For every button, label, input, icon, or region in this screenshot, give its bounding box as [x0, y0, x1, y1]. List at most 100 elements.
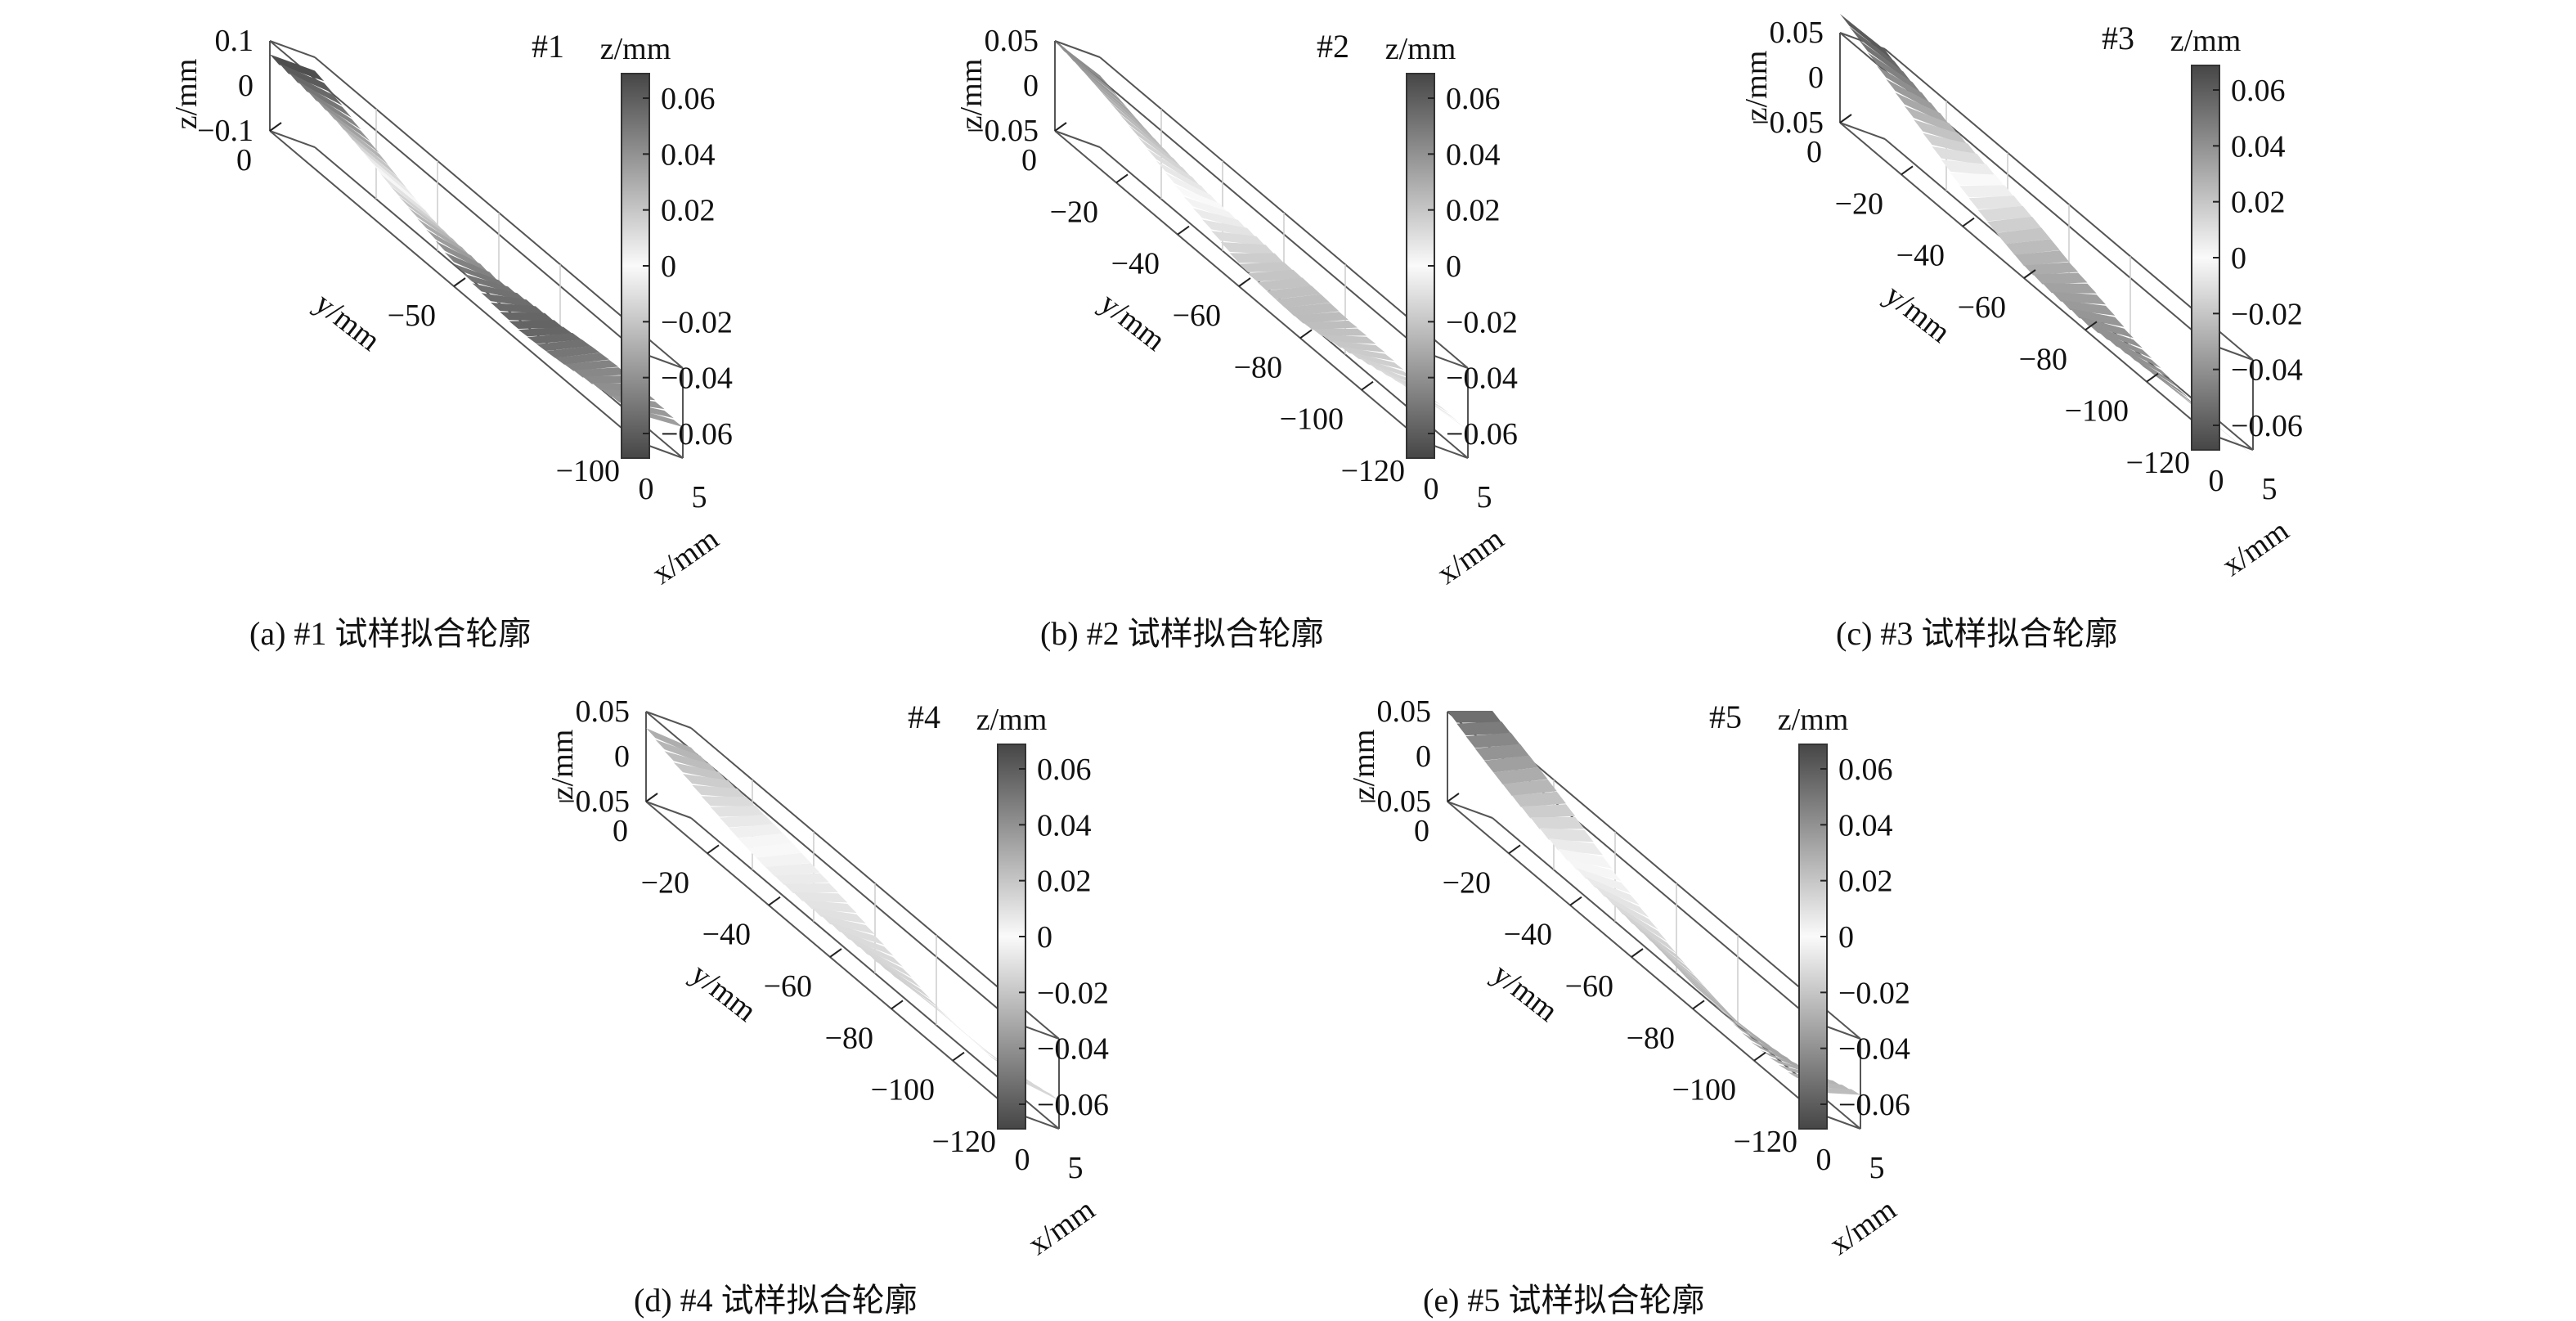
surface-patch — [756, 852, 811, 868]
surface-patch — [564, 360, 619, 371]
y-tick-label: −40 — [702, 918, 751, 952]
surface-patch — [1932, 146, 1986, 166]
surface-patch — [1640, 930, 1695, 976]
surface-patch — [1595, 885, 1649, 918]
y-tick-label: −100 — [2065, 394, 2129, 429]
surface-patch — [444, 252, 499, 282]
surface-patch — [2014, 250, 2069, 267]
surface-patch — [1447, 710, 1502, 723]
surface-patch — [2107, 337, 2161, 369]
panel-title: #5 — [1709, 699, 1742, 735]
surface-plot-5: #50.050−0.05z/mm0−20−40−60−80−100−120y/m… — [1347, 694, 1910, 1262]
surface-patch — [765, 863, 820, 877]
colorbar-tick-label: 0.02 — [1838, 865, 1893, 899]
z-tick-label: 0.05 — [576, 694, 631, 729]
panel-title: #1 — [532, 28, 564, 65]
colorbar-tick-label: −0.04 — [661, 362, 733, 396]
surface-patch — [2033, 272, 2088, 285]
colorbar-tick-label: 0.04 — [661, 137, 716, 172]
z-tick-label: 0.05 — [1377, 694, 1432, 729]
y-tick-label: −40 — [1504, 918, 1552, 952]
surface-patch — [545, 345, 600, 358]
surface-patch — [500, 312, 554, 321]
z-tick-label: 0 — [1023, 69, 1039, 103]
surface-patch — [454, 263, 509, 289]
box-edge — [269, 40, 639, 353]
panel-title: #2 — [1317, 28, 1349, 65]
x-axis-label: x/mm — [2216, 514, 2296, 583]
y-tick-label: −80 — [825, 1021, 873, 1055]
surface-patch — [664, 751, 719, 774]
x-tick-label: 5 — [2262, 472, 2278, 506]
z-axis-label: z/mm — [1739, 51, 1774, 122]
z-tick-label: 0.05 — [985, 24, 1039, 58]
surface-patch — [857, 945, 912, 977]
surface-patch — [820, 914, 875, 935]
surface-patch — [1877, 65, 1932, 105]
panel-3: #3 0.05 0 −0.05 z/mm 0 −20 −40 −60 −80 −100 −120 y/m… — [1734, 13, 2470, 583]
y-tick-label: −120 — [932, 1125, 996, 1159]
y-tick-label: −60 — [1173, 299, 1221, 333]
colorbar-tick-label: −0.06 — [1446, 417, 1518, 452]
surface-patch — [783, 883, 838, 893]
colorbar-tick-label: −0.06 — [661, 417, 733, 452]
surface-patch — [1923, 133, 1977, 155]
surface-patch — [1248, 269, 1303, 282]
surface-patch — [1840, 13, 1895, 62]
surface-patch — [692, 784, 747, 798]
colorbar-label: z/mm — [1385, 32, 1456, 66]
surface-patch — [297, 80, 352, 118]
caption-c: (c) #3 试样拟合轮廓 — [1836, 615, 2118, 652]
surface-patch — [1867, 52, 1922, 95]
y-axis-label: y/mm — [1878, 278, 1957, 350]
y-tick-label: −120 — [1734, 1125, 1797, 1159]
surface-patch — [1276, 294, 1331, 308]
y-tick — [1115, 173, 1129, 184]
y-tick-label: −100 — [556, 454, 620, 488]
surface-patch — [389, 185, 444, 231]
surface-patch — [527, 333, 582, 344]
surface-patch — [1567, 859, 1622, 882]
colorbar-tick-label: −0.02 — [1838, 976, 1910, 1010]
panel-5: #5 0.05 0 −0.05 z/mm 0 −20 −40 −60 −80 −100 −120 y/m… — [1341, 694, 2077, 1262]
surface-patch — [1073, 60, 1128, 109]
surface-patch — [701, 796, 756, 807]
z-axis-label: z/mm — [169, 59, 204, 130]
surface-patch — [1119, 114, 1174, 160]
surface-patch — [1192, 208, 1247, 230]
surface-patch — [407, 207, 462, 249]
colorbar-label: z/mm — [2170, 24, 2242, 58]
y-axis-label: y/mm — [1486, 957, 1564, 1029]
surface-patch — [904, 982, 958, 1027]
y-tick-label: −20 — [641, 865, 689, 900]
surface-patch — [1950, 173, 2005, 186]
colorbar-label: z/mm — [600, 32, 671, 66]
surface-patch — [710, 806, 765, 817]
surface-patch — [1082, 70, 1137, 119]
y-tick-label: −20 — [1835, 186, 1883, 221]
z-tick-label: −0.05 — [967, 114, 1039, 148]
surface-patch — [1147, 148, 1201, 187]
surface-patch — [1174, 185, 1229, 213]
y-tick — [707, 844, 720, 855]
z-axis-label: z/mm — [1347, 730, 1381, 801]
surface-patch — [1183, 196, 1238, 222]
y-tick-label: −100 — [871, 1073, 935, 1108]
caption-e: (e) #5 试样拟合轮廓 — [1423, 1282, 1705, 1319]
surface-patch — [876, 959, 931, 999]
y-tick-label: 0 — [1414, 814, 1429, 848]
surface-patch — [536, 339, 591, 352]
surface-patch — [370, 161, 425, 211]
colorbar-tick-label: 0 — [661, 249, 676, 284]
x-tick-label: 5 — [1068, 1151, 1084, 1185]
surface-patch — [1521, 804, 1576, 819]
colorbar-tick-label: 0.02 — [1037, 865, 1092, 899]
colorbar-tick-label: 0 — [1446, 249, 1461, 284]
surface-patch — [554, 353, 609, 365]
surface-patch — [1229, 253, 1284, 263]
surface-patch — [1686, 977, 1741, 1025]
y-tick — [1361, 380, 1374, 391]
surface-patch — [1849, 26, 1904, 73]
surface-patch — [343, 128, 398, 177]
